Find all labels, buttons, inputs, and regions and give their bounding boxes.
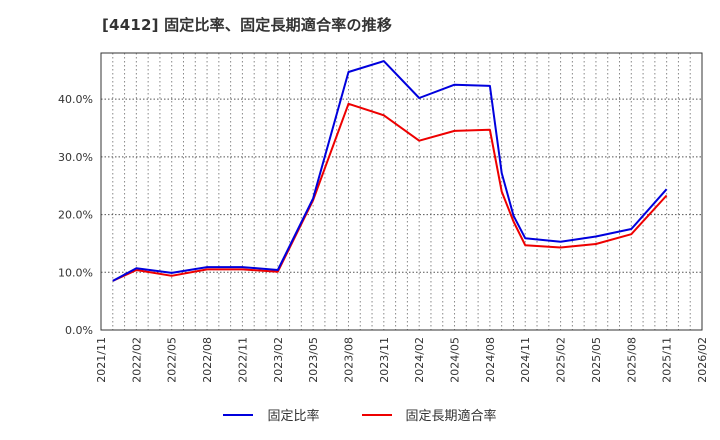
x-tick-label: 2025/11 [661, 337, 674, 383]
x-tick-label: 2023/11 [378, 337, 391, 383]
legend-label: 固定比率 [267, 409, 320, 424]
x-tick-label: 2024/05 [449, 337, 462, 383]
plot-frame [100, 52, 703, 331]
grid-lines [101, 53, 702, 330]
x-axis-ticks: 2021/11 2022/02 2022/05 2022/08 2022/11 2023/… [95, 337, 709, 383]
x-tick-label: 2021/11 [95, 337, 108, 383]
x-tick-label: 2026/02 [696, 337, 709, 383]
x-tick-label: 2025/05 [590, 337, 603, 383]
y-tick-label: 20.0% [58, 209, 93, 222]
legend-item-fixed-ratio: 固定比率 [223, 405, 320, 424]
x-tick-label: 2025/08 [625, 337, 638, 383]
x-tick-label: 2024/11 [519, 337, 532, 383]
x-tick-label: 2024/02 [413, 337, 426, 383]
x-tick-label: 2023/05 [307, 337, 320, 383]
legend-line-red-icon [361, 413, 392, 416]
y-tick-label: 40.0% [58, 93, 93, 106]
data-series [112, 60, 668, 282]
x-tick-label: 2023/02 [272, 337, 285, 383]
legend-label: 固定長期適合率 [405, 409, 497, 424]
series-line [112, 60, 668, 282]
y-axis-ticks: 0.0% 10.0% 20.0% 30.0% 40.0% [58, 93, 93, 337]
y-tick-label: 10.0% [58, 266, 93, 279]
x-tick-label: 2022/11 [236, 337, 249, 383]
x-tick-label: 2022/02 [130, 337, 143, 383]
y-tick-label: 0.0% [65, 324, 93, 337]
x-tick-label: 2024/08 [484, 337, 497, 383]
y-tick-label: 30.0% [58, 151, 93, 164]
x-tick-label: 2025/02 [555, 337, 568, 383]
series-line [112, 102, 668, 282]
chart-title: [4412] 固定比率、固定長期適合率の推移 [102, 16, 393, 34]
x-tick-label: 2023/08 [342, 337, 355, 383]
x-tick-label: 2022/08 [201, 337, 214, 383]
legend-line-blue-icon [223, 413, 254, 416]
legend: 固定比率 固定長期適合率 [0, 405, 720, 424]
legend-item-fixed-long-term-ratio: 固定長期適合率 [361, 405, 497, 424]
x-tick-label: 2022/05 [166, 337, 179, 383]
